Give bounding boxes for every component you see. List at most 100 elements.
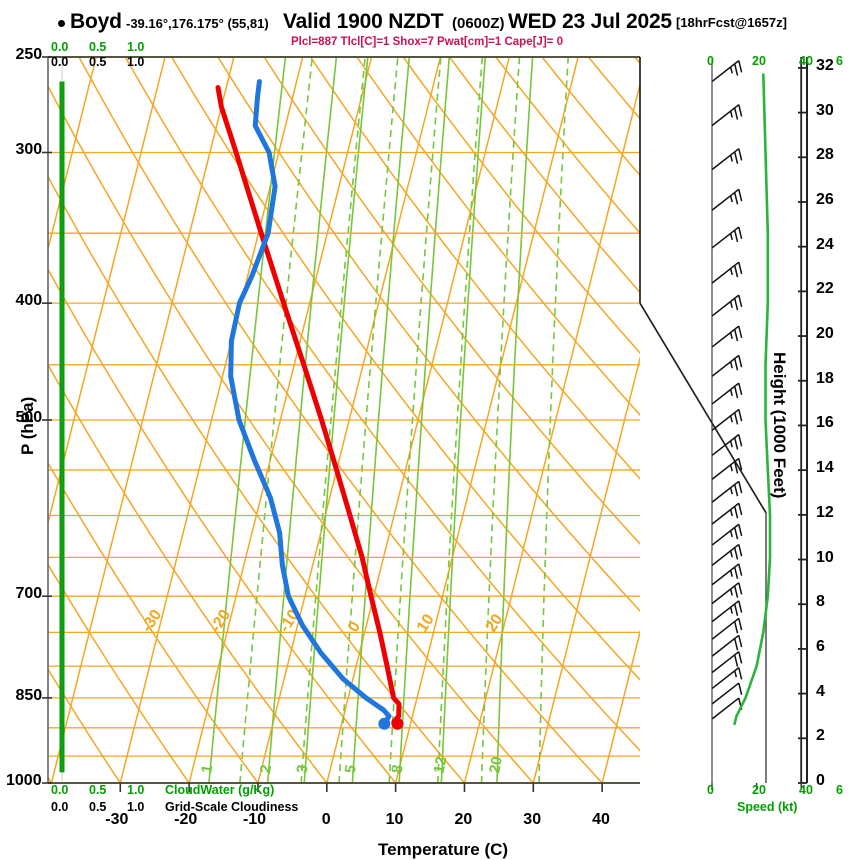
wind-barb (711, 480, 743, 503)
speed-tick-bot-2: 40 (799, 783, 813, 797)
cloudiness-tick-top-0: 0.0 (51, 55, 69, 69)
cloudiness-axis-label: Grid-Scale Cloudiness (165, 800, 299, 814)
cloudwater-tick-bot-1: 0.5 (89, 783, 107, 797)
cloudwater-tick-bot-0: 0.0 (51, 783, 69, 797)
height-tick-8: 8 (816, 593, 825, 611)
height-axis-title: Height (1000 Feet) (770, 352, 789, 499)
station-coords: -39.16°,176.175° (55,81) (126, 16, 269, 31)
cloudiness-tick-bot-0: 0.0 (51, 800, 69, 814)
cloudwater-tick-top-2: 1.0 (127, 40, 145, 54)
wind-barb (711, 104, 743, 127)
temperature-tick-20: 20 (454, 811, 473, 828)
pressure-tick-500: 500 (15, 409, 43, 426)
cloudwater-tick-top-1: 0.5 (89, 40, 107, 54)
wind-barb (711, 408, 743, 431)
wind-barb (711, 523, 743, 546)
svg-text:12: 12 (431, 755, 451, 774)
height-tick-2: 2 (816, 727, 825, 745)
height-tick-16: 16 (816, 414, 834, 432)
svg-text:20: 20 (486, 755, 506, 774)
cloudwater-tick-top-0: 0.0 (51, 40, 69, 54)
wind-barb (711, 600, 743, 623)
pressure-tick-250: 250 (15, 46, 43, 63)
pressure-tick-300: 300 (15, 141, 43, 159)
height-tick-12: 12 (816, 503, 834, 521)
svg-text:8: 8 (388, 764, 406, 775)
wind-barb (711, 382, 743, 405)
svg-text:3: 3 (293, 764, 311, 775)
dewpoint-curve (228, 79, 392, 725)
temperature-tick-0: 0 (321, 811, 331, 828)
temperature-tick-10: 10 (385, 811, 404, 828)
speed-right-tick-top: 6 (836, 54, 843, 68)
speed-tick-bot-1: 20 (752, 783, 766, 797)
axis-ticks (42, 56, 808, 792)
temperature-curve (215, 85, 402, 725)
height-tick-18: 18 (816, 369, 834, 387)
plot-frame (47, 56, 767, 784)
temperature-tick-30: 30 (523, 811, 542, 828)
speed-right-tick-bot: 6 (836, 783, 843, 797)
temperature-tick--30: -30 (105, 811, 129, 828)
wind-barb (711, 617, 743, 640)
height-tick-20: 20 (816, 325, 834, 343)
wind-barb (711, 543, 743, 566)
wind-barb (711, 226, 743, 249)
forecast-info: [18hrFcst@1657z] (676, 15, 787, 30)
wind-barb (711, 502, 743, 525)
height-tick-10: 10 (816, 548, 834, 566)
pressure-tick-850: 850 (15, 686, 43, 704)
pressure-axis-title: P (hPa) (18, 396, 37, 455)
wind-barb (711, 60, 743, 83)
height-tick-0: 0 (816, 772, 825, 789)
speed-tick-top-2: 40 (799, 54, 813, 68)
height-tick-28: 28 (816, 146, 834, 164)
sounding-curves (215, 79, 404, 730)
temperature-tick--10: -10 (242, 811, 267, 828)
svg-text:-30: -30 (138, 607, 165, 636)
height-tick-14: 14 (816, 459, 834, 477)
height-tick-4: 4 (816, 682, 825, 700)
wind-barb (711, 354, 743, 377)
wind-barb (711, 682, 743, 705)
height-tick-22: 22 (816, 280, 834, 298)
speed-axis-title: Speed (kt) (737, 800, 798, 814)
wind-barb (711, 457, 743, 480)
temperature-axis-title: Temperature (C) (378, 840, 509, 859)
wind-barb (711, 634, 743, 657)
station-name: Boyd (70, 10, 122, 33)
temperature-tick-40: 40 (592, 811, 610, 828)
cloudwater-axis-label: CloudWater (g/Kg) (165, 783, 275, 797)
cloudiness-tick-bot-2: 1.0 (127, 800, 145, 814)
height-tick-26: 26 (816, 190, 834, 208)
cloudwater-tick-bot-2: 1.0 (127, 783, 145, 797)
wind-barbs (711, 60, 743, 720)
cloudiness-tick-bot-1: 0.5 (89, 800, 107, 814)
pressure-tick-400: 400 (15, 292, 43, 310)
temperature-surface-marker (391, 717, 404, 730)
wind-speed-curve (711, 57, 803, 783)
wind-barb (711, 582, 743, 605)
cloudiness-tick-top-1: 0.5 (89, 55, 107, 69)
speed-tick-top-0: 0 (707, 54, 714, 68)
svg-text:1: 1 (198, 764, 216, 775)
valid-time-utc: (0600Z) (452, 15, 505, 32)
wind-barb (711, 294, 743, 317)
height-tick-6: 6 (816, 637, 825, 655)
pressure-tick-700: 700 (15, 585, 43, 603)
valid-time: Valid 1900 NZDT (283, 10, 444, 33)
svg-text:2: 2 (257, 764, 275, 775)
wind-barb (711, 261, 743, 284)
wind-barb (711, 148, 743, 171)
svg-text:5: 5 (342, 764, 360, 775)
valid-date: WED 23 Jul 2025 (508, 10, 672, 33)
dewpoint-surface-marker (378, 717, 391, 730)
wind-barb (711, 325, 743, 348)
height-tick-24: 24 (816, 235, 834, 253)
wind-speed-profile (733, 73, 772, 726)
wind-barb (711, 563, 743, 586)
wind-barb (711, 651, 743, 674)
pressure-tick-1000: 1000 (6, 772, 42, 789)
temperature-tick--20: -20 (174, 811, 198, 828)
